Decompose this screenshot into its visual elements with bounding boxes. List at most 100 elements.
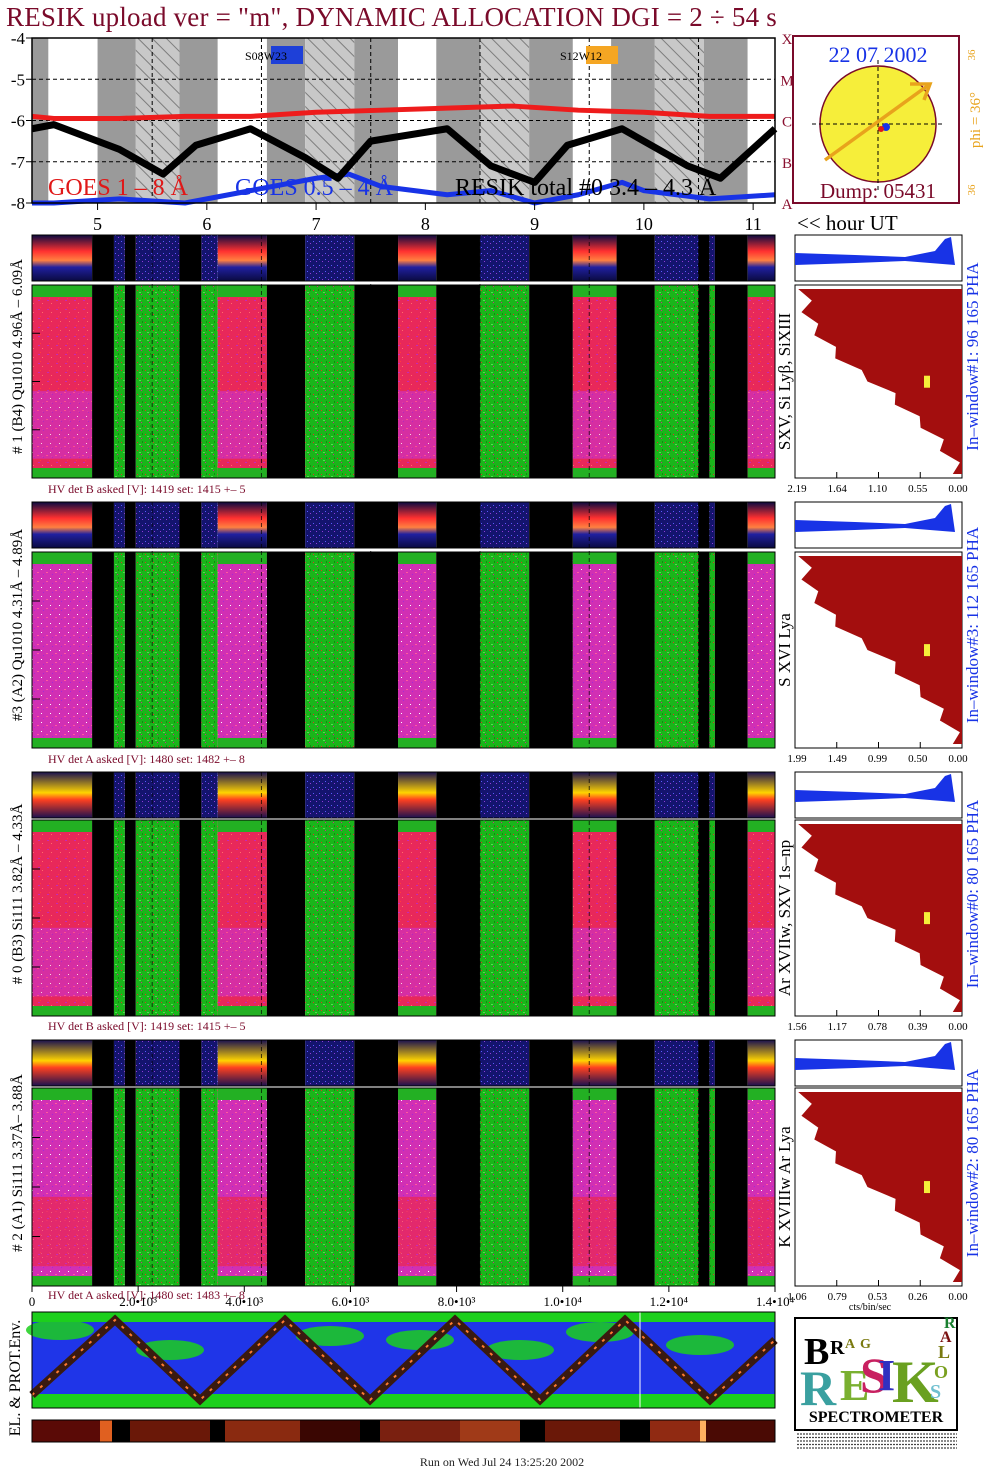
pha-axis-tick-label: 0.79 bbox=[828, 1291, 848, 1303]
spectrum-strip-segment bbox=[124, 502, 136, 548]
spectrogram-segment bbox=[92, 552, 114, 748]
phi-label: phi = 36° bbox=[968, 92, 984, 148]
spectrum-strip-segment bbox=[747, 502, 775, 548]
spectrogram-segment bbox=[179, 552, 202, 748]
env-colorbar-segment bbox=[130, 1420, 210, 1442]
goes-ytick-label: -7 bbox=[11, 153, 26, 172]
env-colorbar-segment bbox=[545, 1420, 620, 1442]
goes-ytick-label: -4 bbox=[11, 29, 26, 48]
spectrogram-subband bbox=[32, 391, 93, 459]
env-colorbar-segment bbox=[620, 1420, 650, 1442]
spectrum-strip-segment bbox=[266, 502, 306, 548]
spectrogram-segment bbox=[124, 285, 136, 478]
spectrogram-edge-top bbox=[747, 285, 775, 297]
spectrum-strip-segment bbox=[124, 1040, 136, 1086]
pha-histogram bbox=[798, 824, 962, 1012]
spectrogram-segment bbox=[529, 285, 573, 478]
spectrum-strip-segment bbox=[135, 502, 180, 548]
in-window-label: In–window#1: 96 165 PHA bbox=[963, 262, 982, 451]
spectrogram-segment bbox=[266, 1088, 306, 1286]
hour-axis: 5 6 7 8 9 10 11 << hour UT bbox=[93, 203, 898, 235]
pha-axis-tick-label: 0.00 bbox=[948, 1021, 968, 1033]
hv-status-text: HV det B asked [V]: 1419 set: 1415 +– 5 bbox=[48, 1019, 246, 1033]
spectrum-strip-segment bbox=[201, 502, 218, 548]
sun-direction-arrow bbox=[823, 82, 932, 162]
env-colorbar-segment bbox=[460, 1420, 520, 1442]
goes-ytick-label: -5 bbox=[11, 70, 25, 89]
spectrum-strip-segment bbox=[92, 502, 114, 548]
pha-axis-tick-label: 1.06 bbox=[787, 1291, 807, 1303]
env-colorbar-segment bbox=[706, 1420, 775, 1442]
pha-axis-tick-label: 0.99 bbox=[868, 753, 888, 765]
channel-label: # 2 (A1) Si111 3.37Å– 3.88Å bbox=[10, 1074, 26, 1252]
phi-side-top: 36 bbox=[966, 49, 978, 61]
spectrogram-segment bbox=[305, 820, 355, 1016]
env-frame bbox=[31, 1311, 776, 1409]
spectrogram-segment bbox=[201, 1088, 218, 1286]
spectrogram-subband bbox=[398, 659, 437, 729]
spectral-line-label: K XVIIIw Ar Lya bbox=[775, 1126, 794, 1248]
spectrogram-edge-top bbox=[32, 1088, 93, 1100]
spectrogram-segment bbox=[266, 285, 306, 478]
spectrogram-segment bbox=[529, 1088, 573, 1286]
spectrum-strip-segment bbox=[135, 1040, 180, 1086]
env-band-top bbox=[32, 1312, 775, 1322]
spectrum-strip-segment bbox=[32, 772, 93, 818]
spectrum-strip-segment bbox=[479, 1040, 530, 1086]
spectrum-strip-segment bbox=[398, 1040, 437, 1086]
logo-letter: E bbox=[840, 1361, 869, 1410]
spectrogram-segment bbox=[201, 552, 218, 748]
pha-axis-tick-label: 1.99 bbox=[787, 753, 807, 765]
spectrum-strip-segment bbox=[709, 502, 715, 548]
spectrum-strip-segment bbox=[113, 1040, 125, 1086]
env-colorbar-segment bbox=[100, 1420, 112, 1442]
goes-series-line-0 bbox=[31, 103, 775, 121]
spectrogram-segment bbox=[529, 552, 573, 748]
spectrum-strip-segment bbox=[92, 772, 114, 818]
spectrum-strip-segment bbox=[398, 772, 437, 818]
pha-axis-tick-label: 0.00 bbox=[948, 1291, 968, 1303]
spectrum-strip-segment bbox=[436, 772, 480, 818]
pha-axis-tick-label: 1.17 bbox=[828, 1021, 848, 1033]
spectral-line-label: S XVI Lya bbox=[775, 613, 794, 687]
logo-letter: G bbox=[860, 1337, 871, 1352]
spectrogram-subband bbox=[398, 927, 437, 997]
goes-ytick-label: -6 bbox=[11, 112, 25, 131]
pha-small-histogram bbox=[795, 504, 955, 532]
spectral-line-label: SXV, Si Lyβ, SiXIII bbox=[775, 313, 794, 451]
spectrum-strip-segment bbox=[266, 772, 306, 818]
spectrum-strip-segment bbox=[201, 235, 218, 281]
pha-histogram-panels: 2.19 1.64 1.10 0.55 0.00 SXV, Si Lyβ, SiXIII I… bbox=[775, 234, 982, 1313]
spectrum-strip-segment bbox=[572, 502, 617, 548]
spectrum-strip-segment bbox=[179, 772, 202, 818]
goes-flux-panel: -4 -5 -6 -7 -8 X M C B A GOES 1 – 8 Å GOES 0.5 – 4 … bbox=[11, 29, 794, 213]
spectrogram-edge-bottom bbox=[572, 738, 617, 748]
hv-status-text: HV det A asked [V]: 1480 set: 1483 +– 8 bbox=[48, 1288, 245, 1302]
orbit-band bbox=[436, 38, 480, 203]
flare-class-label: C bbox=[782, 115, 792, 131]
spectrogram-segment bbox=[92, 820, 114, 1016]
spectrogram-edge-top bbox=[398, 552, 437, 564]
pha-axis-tick-label: 0.26 bbox=[908, 1291, 928, 1303]
spectrum-strip-segment bbox=[747, 235, 775, 281]
spectrogram-edge-top bbox=[572, 552, 617, 564]
logo-caption: SPECTROMETER bbox=[809, 1409, 944, 1426]
spectrogram-subband bbox=[572, 391, 617, 459]
env-colorbar-segment bbox=[32, 1420, 100, 1442]
spectrogram-edge-bottom bbox=[572, 1276, 617, 1286]
spectrum-strip-segment bbox=[698, 502, 710, 548]
observation-date: 22 07 2002 bbox=[829, 42, 928, 67]
spectrum-strip-segment bbox=[113, 772, 125, 818]
spectrogram-subband bbox=[217, 1196, 267, 1267]
page-title: RESIK upload ver = "m", DYNAMIC ALLOCATI… bbox=[6, 2, 777, 32]
seconds-tick-label: 0 bbox=[29, 1294, 36, 1309]
seconds-tick-label: 1.2•10⁴ bbox=[650, 1294, 689, 1309]
env-label: EL. & PROT.Env. bbox=[7, 1320, 24, 1436]
logo-letter: B bbox=[804, 1331, 829, 1373]
spectrogram-edge-top bbox=[572, 285, 617, 297]
channel-label: #3 (A2) Qu1010 4.31Å – 4.89Å bbox=[10, 529, 26, 721]
spectrogram-edge-bottom bbox=[747, 1006, 775, 1016]
pha-window-marker bbox=[924, 644, 930, 657]
spectrogram-subband bbox=[398, 1196, 437, 1267]
spectrogram-edge-bottom bbox=[572, 468, 617, 478]
